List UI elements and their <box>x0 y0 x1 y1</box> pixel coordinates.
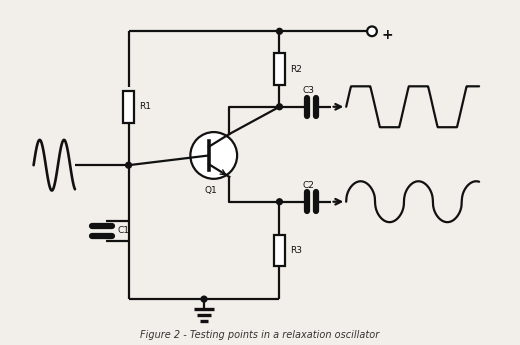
Bar <box>274 235 285 266</box>
Text: R2: R2 <box>290 65 302 73</box>
Circle shape <box>201 296 207 302</box>
Text: +: + <box>382 28 393 42</box>
Circle shape <box>277 104 282 110</box>
Circle shape <box>190 132 237 179</box>
Circle shape <box>367 27 377 36</box>
Circle shape <box>277 199 282 205</box>
Bar <box>274 53 285 85</box>
Circle shape <box>277 28 282 34</box>
Text: C1: C1 <box>118 226 129 235</box>
Text: C2: C2 <box>303 180 315 189</box>
Text: Q1: Q1 <box>205 186 218 195</box>
Text: C3: C3 <box>303 86 315 95</box>
Bar <box>123 91 134 122</box>
Circle shape <box>126 162 132 168</box>
Text: R1: R1 <box>139 102 151 111</box>
Text: R3: R3 <box>290 246 302 255</box>
Text: Figure 2 - Testing points in a relaxation oscillator: Figure 2 - Testing points in a relaxatio… <box>140 331 380 341</box>
